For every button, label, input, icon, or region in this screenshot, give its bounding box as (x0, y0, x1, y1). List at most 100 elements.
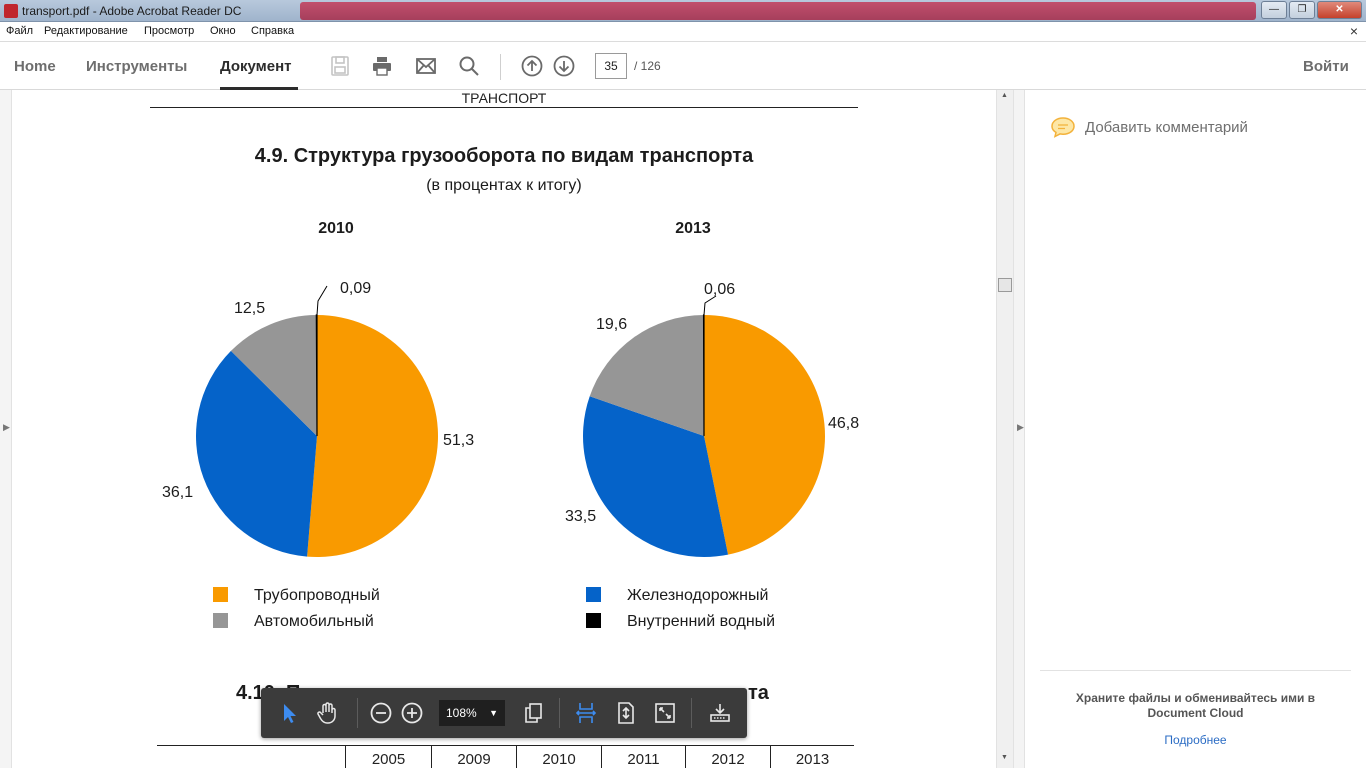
table-header-year: 2005 (345, 746, 431, 768)
menu-file[interactable]: Файл (6, 25, 34, 37)
maximize-button[interactable]: ❐ (1289, 1, 1315, 19)
pie-data-label: 36,1 (162, 484, 193, 501)
pie-data-label: 0,09 (340, 280, 371, 297)
toolbar-separator (691, 698, 692, 728)
tab-document[interactable]: Документ (220, 58, 292, 75)
search-icon[interactable] (457, 54, 481, 78)
table-top-rule (157, 745, 854, 746)
menu-bar: Файл Редактирование Просмотр Окно Справк… (0, 22, 1366, 42)
pie-year-label: 2010 (318, 220, 354, 237)
fit-page-icon[interactable] (614, 701, 638, 725)
chart-title: 4.9. Структура грузооборота по видам тра… (254, 145, 754, 167)
add-comment-button[interactable]: Добавить комментарий (1085, 119, 1248, 136)
print-icon[interactable] (370, 54, 394, 78)
legend-label: Трубопроводный (254, 587, 380, 604)
pie-data-label: 19,6 (596, 316, 627, 333)
legend-swatch (586, 587, 601, 602)
pie-data-label: 0,06 (704, 281, 735, 298)
document-viewport[interactable] (0, 90, 1012, 768)
right-pane-toggle[interactable]: ▶ (1013, 90, 1025, 768)
table-header-year: 2012 (685, 746, 770, 768)
next-section-title-end: та (748, 682, 769, 704)
pie-year-label: 2013 (675, 220, 711, 237)
menu-help[interactable]: Справка (251, 25, 295, 37)
page-number-input[interactable]: 35 (595, 53, 627, 79)
legend-label: Железнодорожный (627, 587, 768, 604)
menu-edit[interactable]: Редактирование (44, 25, 128, 37)
menu-view[interactable]: Просмотр (144, 25, 195, 37)
read-mode-icon[interactable] (708, 701, 732, 725)
pie-leader-line (316, 285, 328, 316)
table-header-year: 2009 (431, 746, 516, 768)
table-header-year: 2013 (770, 746, 854, 768)
table-header-year: 2010 (516, 746, 601, 768)
page-down-icon[interactable] (552, 54, 576, 78)
pie-leader-line (703, 295, 717, 316)
section-header: ТРАНСПОРТ (461, 90, 547, 106)
header-rule (150, 107, 858, 108)
legend-swatch (586, 613, 601, 628)
pie-data-label: 33,5 (565, 508, 596, 525)
pie-slice (704, 315, 826, 555)
window-title: transport.pdf - Adobe Acrobat Reader DC (22, 4, 242, 18)
scrollbar-thumb[interactable] (998, 278, 1012, 292)
pie-slice (196, 350, 317, 557)
pane-divider (1040, 670, 1351, 671)
legend-label: Внутренний водный (627, 613, 775, 630)
minimize-button[interactable]: — (1261, 1, 1287, 19)
collapse-right-pane-icon[interactable]: ▶ (1017, 422, 1024, 432)
floating-page-toolbar: 108% ▼ (261, 688, 747, 738)
pie-slice (582, 396, 729, 557)
pie-slice (307, 315, 439, 557)
vertical-scrollbar[interactable]: ▲ ▼ (996, 90, 1013, 768)
scroll-up-icon[interactable]: ▲ (1001, 92, 1008, 99)
main-toolbar: Home Инструменты Документ 35 / 126 Войти (0, 42, 1366, 90)
email-icon[interactable] (414, 54, 438, 78)
pie-data-label: 46,8 (828, 415, 859, 432)
zoom-level-select[interactable]: 108% ▼ (439, 700, 505, 726)
pie-data-label: 12,5 (234, 300, 265, 317)
close-window-button[interactable]: ✕ (1317, 1, 1362, 19)
legend-label: Автомобильный (254, 613, 374, 630)
page-total: / 126 (634, 59, 661, 73)
document-cloud-promo: Храните файлы и обменивайтесь ими в Docu… (1075, 691, 1316, 720)
scroll-down-icon[interactable]: ▼ (1001, 754, 1008, 761)
select-arrow-icon[interactable] (277, 701, 301, 725)
toolbar-separator (500, 54, 501, 80)
comment-icon[interactable] (1050, 116, 1076, 138)
chevron-down-icon: ▼ (489, 708, 498, 718)
close-document-icon[interactable]: × (1349, 23, 1358, 39)
title-bar-highlight (300, 2, 1256, 20)
tab-tools[interactable]: Инструменты (86, 58, 188, 75)
acrobat-app-icon (4, 4, 18, 18)
save-icon[interactable] (328, 54, 352, 78)
sign-in-button[interactable]: Войти (1303, 58, 1349, 75)
fit-width-icon[interactable] (574, 701, 598, 725)
expand-left-icon[interactable]: ▶ (3, 422, 10, 432)
legend-swatch (213, 587, 228, 602)
active-tab-indicator (220, 87, 298, 90)
hand-tool-icon[interactable] (315, 701, 339, 725)
pie-charts: 2010 51,3 36,1 12,5 0,09 2013 46,8 33,5 19,6 0,06… (162, 220, 859, 630)
page-up-icon[interactable] (520, 54, 544, 78)
pie-data-label: 51,3 (443, 432, 474, 449)
tab-home[interactable]: Home (14, 58, 56, 75)
chart-subtitle: (в процентах к итогу) (426, 177, 582, 194)
zoom-level-value: 108% (446, 706, 477, 720)
title-bar: transport.pdf - Adobe Acrobat Reader DC … (0, 0, 1366, 22)
left-pane-toggle[interactable]: ▶ (0, 90, 12, 768)
menu-window[interactable]: Окно (210, 25, 236, 37)
pie-slice (230, 315, 317, 436)
zoom-out-icon[interactable] (369, 701, 393, 725)
full-screen-icon[interactable] (653, 701, 677, 725)
page-copy-icon[interactable] (521, 701, 545, 725)
table-header-year: 2011 (601, 746, 685, 768)
pie-slice (589, 315, 704, 436)
zoom-in-icon[interactable] (400, 701, 424, 725)
learn-more-link[interactable]: Подробнее (1164, 733, 1227, 747)
toolbar-separator (559, 698, 560, 728)
legend-swatch (213, 613, 228, 628)
right-pane: Добавить комментарий Храните файлы и обм… (1025, 90, 1366, 768)
toolbar-separator (357, 698, 358, 728)
